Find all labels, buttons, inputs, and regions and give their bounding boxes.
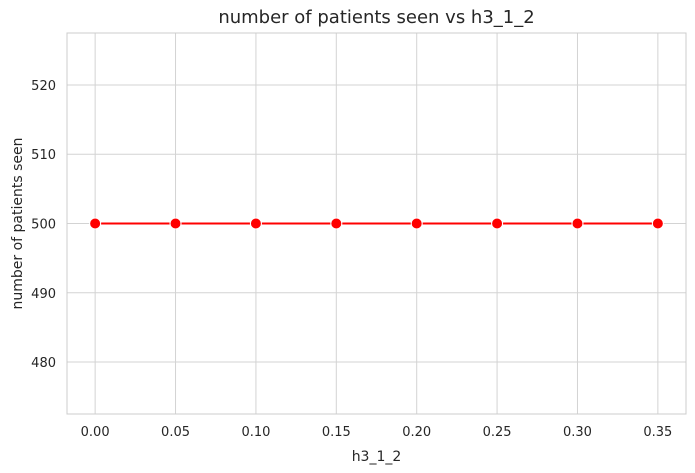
data-point (330, 217, 343, 230)
series-layer (89, 217, 664, 230)
x-tick-label: 0.35 (643, 425, 672, 440)
x-tick-label: 0.20 (402, 425, 431, 440)
data-point (410, 217, 423, 230)
x-axis-label: h3_1_2 (352, 449, 402, 465)
y-tick-label: 500 (31, 218, 56, 233)
y-tick-label: 480 (31, 356, 56, 371)
y-axis-ticks: 480 490 500 510 520 (31, 79, 56, 371)
data-point (249, 217, 262, 230)
data-point (169, 217, 182, 230)
plot-area (66, 32, 687, 415)
y-tick-label: 490 (31, 287, 56, 302)
x-axis-ticks: 0.00 0.05 0.10 0.15 0.20 0.25 0.30 0.35 (81, 425, 673, 440)
data-point (89, 217, 102, 230)
x-tick-label: 0.00 (81, 425, 110, 440)
y-tick-label: 510 (31, 148, 56, 163)
chart-title: number of patients seen vs h3_1_2 (218, 7, 534, 28)
data-point (491, 217, 504, 230)
data-point (571, 217, 584, 230)
x-tick-label: 0.30 (563, 425, 592, 440)
y-axis-label: number of patients seen (10, 138, 26, 310)
x-tick-label: 0.05 (161, 425, 190, 440)
y-tick-label: 520 (31, 79, 56, 94)
x-tick-label: 0.25 (483, 425, 512, 440)
x-tick-label: 0.15 (322, 425, 351, 440)
x-tick-label: 0.10 (241, 425, 270, 440)
data-point (651, 217, 664, 230)
